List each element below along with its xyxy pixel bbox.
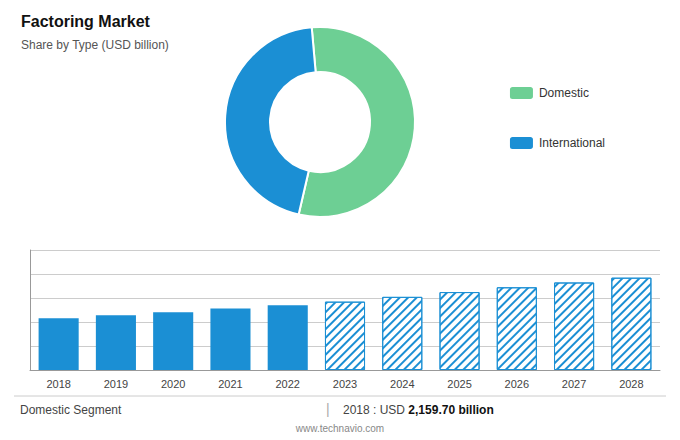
svg-text:Domestic: Domestic (539, 86, 589, 100)
svg-text:2026: 2026 (505, 378, 529, 390)
svg-text:International: International (539, 136, 605, 150)
svg-text:Factoring Market: Factoring Market (21, 13, 151, 30)
svg-text:2021: 2021 (218, 378, 242, 390)
svg-text:2028: 2028 (619, 378, 643, 390)
svg-text:2025: 2025 (447, 378, 471, 390)
svg-text:2,159.70 billion: 2,159.70 billion (408, 403, 493, 417)
svg-text:2020: 2020 (161, 378, 185, 390)
svg-text:2027: 2027 (562, 378, 586, 390)
svg-text:2024: 2024 (390, 378, 414, 390)
svg-text:2019: 2019 (104, 378, 128, 390)
svg-text:2018: 2018 (46, 378, 70, 390)
svg-text:|: | (326, 401, 330, 417)
svg-text:2022: 2022 (275, 378, 299, 390)
svg-text:2018 : USD: 2018 : USD (343, 403, 408, 417)
svg-text:Share by Type (USD billion): Share by Type (USD billion) (21, 38, 169, 52)
svg-text:2023: 2023 (333, 378, 357, 390)
svg-text:www.technavio.com: www.technavio.com (295, 423, 384, 434)
svg-text:Domestic Segment: Domestic Segment (20, 403, 122, 417)
